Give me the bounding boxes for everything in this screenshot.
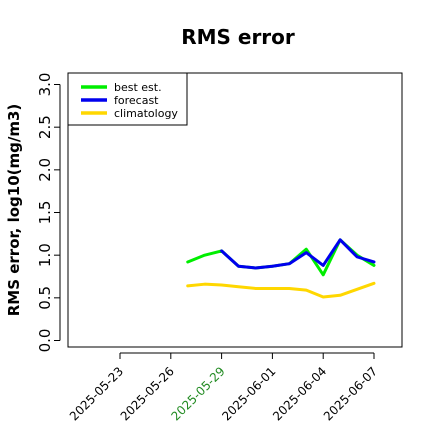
x-tick-label: 2025-06-04	[270, 364, 329, 423]
y-tick-label: 0.0	[36, 329, 54, 353]
series-layer	[186, 238, 376, 299]
x-tick-label: 2025-05-26	[118, 364, 177, 423]
x-tick-label: 2025-06-01	[219, 364, 278, 423]
y-tick-label: 2.5	[36, 115, 54, 139]
y-axis-label: RMS error, log10(mg/m3)	[5, 104, 23, 317]
x-tick-label: 2025-05-23	[67, 364, 126, 423]
legend-label: climatology	[114, 107, 178, 120]
y-tick-label: 3.0	[36, 73, 54, 97]
legend-label: forecast	[114, 94, 159, 107]
y-tick-label: 2.0	[36, 158, 54, 182]
x-tick-label: 2025-05-29	[169, 364, 228, 423]
y-tick-label: 1.0	[36, 243, 54, 267]
y-tick-label: 0.5	[36, 286, 54, 310]
legend-label: best est.	[114, 81, 162, 94]
plot-frame	[67, 72, 403, 348]
chart-title: RMS error	[181, 25, 295, 49]
series-line-forecast	[220, 238, 376, 270]
series-line-climatology	[186, 281, 376, 299]
y-tick-label: 1.5	[36, 201, 54, 225]
x-axis: 2025-05-232025-05-262025-05-292025-06-01…	[67, 352, 380, 423]
y-axis: 0.0 0.5 1.0 1.5 2.0 2.5 3.0	[36, 73, 61, 353]
x-tick-label: 2025-06-07	[321, 364, 380, 423]
